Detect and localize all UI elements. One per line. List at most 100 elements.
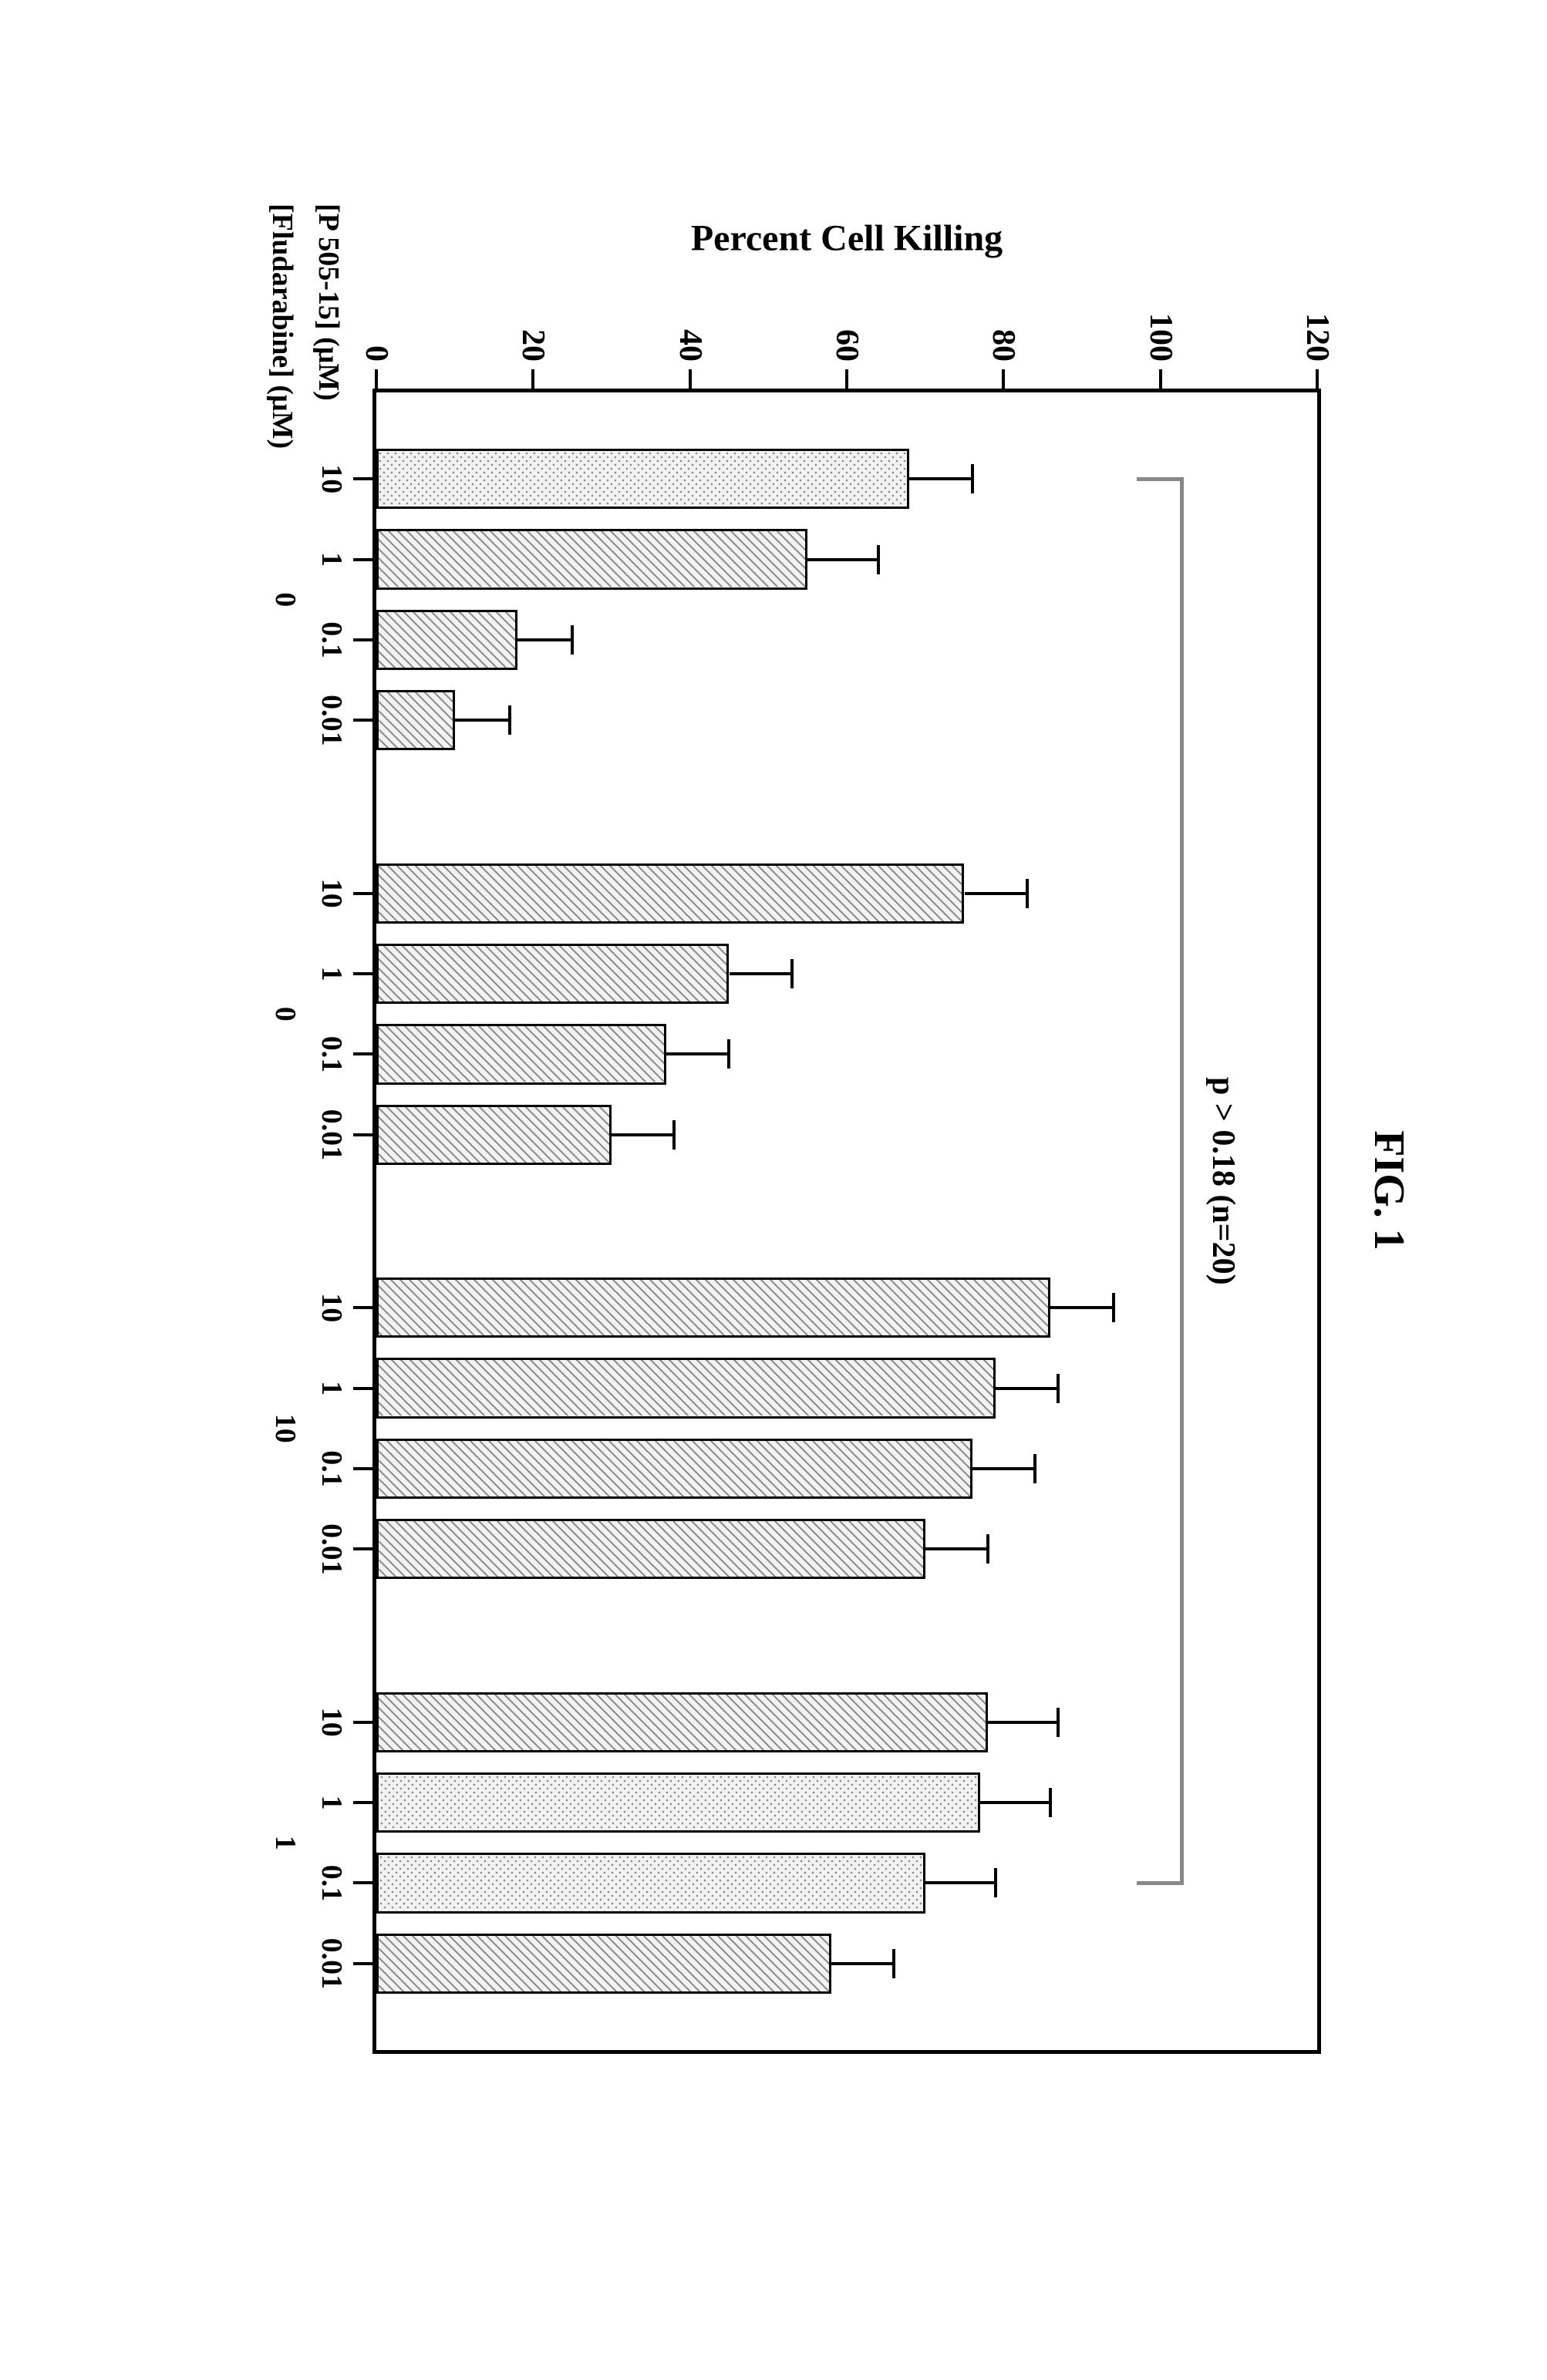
error-bar-cap [971,464,974,493]
x-tick-label-p505: 1 [315,1795,349,1809]
x-tick-label-p505: 10 [315,1707,349,1736]
error-bar-stem [909,477,972,480]
error-bar-stem [831,1961,894,1964]
error-bar-stem [1050,1306,1113,1309]
error-bar-stem [988,1720,1059,1723]
x-group-label-fludarabine: 0 [268,1006,302,1021]
x-tick-label-p505: 0.1 [315,621,349,658]
error-bar-stem [666,1052,729,1055]
error-bar-stem [612,1133,674,1136]
bar [376,1438,972,1498]
bar [376,1853,925,1913]
error-bar-cap [1057,1707,1060,1736]
error-bar-cap [672,1119,676,1149]
y-tick-label: 100 [1142,300,1179,362]
x-tick-label-p505: 1 [315,966,349,981]
x-tick [353,1052,376,1055]
y-tick-label: 120 [1299,300,1336,362]
error-bar-stem [965,891,1027,894]
chart-rotator: FIG. 1 Percent Cell Killing 020406080100… [118,188,1429,2193]
x-axis-row2-label: [Fludarabine] (μM) [265,204,299,449]
y-tick-label: 0 [358,300,395,362]
error-bar-cap [986,1534,989,1564]
y-tick-label: 20 [514,300,551,362]
x-tick-label-p505: 10 [315,1293,349,1322]
error-bar-cap [892,1948,895,1978]
y-tick [689,369,692,392]
y-tick-label: 80 [985,300,1022,362]
error-bar-cap [790,959,794,988]
x-tick-label-p505: 0.1 [315,1450,349,1487]
error-bar-stem [517,638,572,641]
bar [376,1519,925,1579]
error-bar-cap [571,624,574,654]
x-tick-label-p505: 0.01 [315,1109,349,1160]
plot-area: Percent Cell Killing 0204060801001201010… [372,389,1321,2054]
y-tick [1002,369,1005,392]
y-tick [375,369,378,392]
annotation-bracket-drop [1137,1881,1184,1885]
x-tick [353,719,376,722]
error-bar-cap [994,1868,997,1897]
y-tick [1159,369,1162,392]
x-group-label-fludarabine: 1 [268,1835,302,1850]
x-tick [353,557,376,560]
error-bar-cap [1112,1293,1115,1322]
bar [376,449,909,509]
error-bar-stem [925,1881,996,1884]
x-tick [353,1133,376,1136]
bar [376,1104,612,1164]
x-tick-label-p505: 10 [315,464,349,493]
y-tick [531,369,534,392]
y-tick [1316,369,1319,392]
error-bar-cap [877,544,880,574]
x-tick [353,972,376,975]
x-tick [353,1801,376,1804]
x-tick [353,477,376,480]
annotation-bracket [1180,479,1184,1883]
error-bar-cap [728,1039,731,1069]
x-tick-label-p505: 0.01 [315,1523,349,1575]
bar [376,1933,831,1993]
bar [376,690,455,750]
x-tick-label-p505: 1 [315,1381,349,1395]
error-bar-cap [1026,878,1029,907]
y-tick [845,369,848,392]
annotation-bracket-drop [1137,477,1184,481]
x-tick-label-p505: 0.01 [315,695,349,746]
error-bar-stem [730,972,792,975]
annotation-text: p > 0.18 (n=20) [1205,1077,1242,1285]
error-bar-cap [1033,1453,1036,1483]
x-axis-row1-label: [P 505-15] (μM) [312,204,345,401]
error-bar-stem [807,557,878,560]
bar [376,529,807,589]
x-tick [353,1466,376,1469]
x-tick [353,1306,376,1309]
x-tick [353,1881,376,1884]
error-bar-stem [996,1386,1058,1389]
error-bar-stem [972,1466,1035,1469]
x-tick [353,1720,376,1723]
error-bar-cap [1049,1788,1052,1817]
x-tick [353,1961,376,1964]
y-tick-label: 60 [828,300,865,362]
error-bar-stem [925,1547,988,1550]
y-tick-label: 40 [672,300,709,362]
error-bar-cap [508,705,511,735]
x-tick-label-p505: 0.1 [315,1864,349,1901]
x-tick-label-p505: 0.1 [315,1035,349,1072]
x-tick [353,891,376,894]
x-tick [353,1386,376,1389]
error-bar-stem [980,1801,1051,1804]
error-bar-cap [1057,1373,1060,1402]
x-tick [353,638,376,641]
x-tick-label-p505: 10 [315,878,349,907]
page: FIG. 1 Percent Cell Killing 020406080100… [0,0,1547,2380]
bar [376,1278,1050,1338]
bar [376,863,965,923]
x-tick [353,1547,376,1550]
y-axis-label: Percent Cell Killing [691,217,1003,259]
bar [376,1692,988,1752]
bar [376,1024,666,1084]
x-group-label-fludarabine: 0 [268,592,302,607]
